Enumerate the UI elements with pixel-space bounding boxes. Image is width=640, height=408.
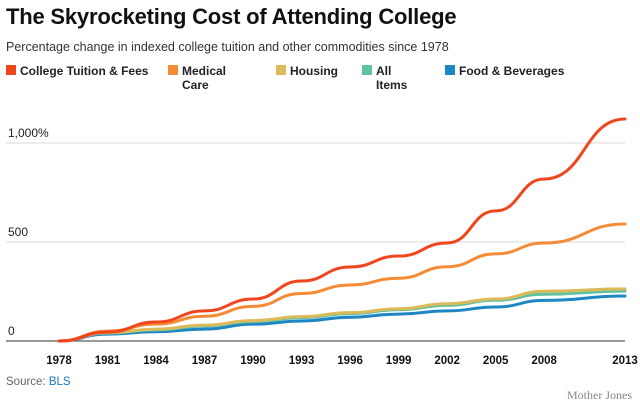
x-tick-label: 1996 xyxy=(337,355,363,367)
legend-label: Housing xyxy=(290,64,338,78)
series-line-medical-care xyxy=(57,222,627,343)
y-tick-label: 500 xyxy=(8,225,28,239)
series-lines xyxy=(57,117,627,343)
legend-swatch xyxy=(362,65,372,75)
source-note: Source: BLS xyxy=(6,376,71,388)
chart-title: The Skyrocketing Cost of Attending Colle… xyxy=(6,4,457,29)
legend-label: Food & Beverages xyxy=(459,64,565,78)
gridlines xyxy=(6,142,625,342)
legend: College Tuition & Fees Medical Care Hous… xyxy=(0,64,640,94)
x-tick-label: 2013 xyxy=(612,355,638,367)
x-tick-label: 2002 xyxy=(434,355,460,367)
x-tick-label: 1987 xyxy=(192,355,218,367)
legend-swatch xyxy=(6,65,16,75)
y-axis-labels: 0 500 1,000% xyxy=(8,126,49,338)
publisher-credit: Mother Jones xyxy=(567,388,632,402)
legend-swatch xyxy=(168,65,178,75)
x-tick-label: 1978 xyxy=(46,355,72,367)
y-tick-label: 1,000% xyxy=(8,126,49,140)
x-axis-labels: 1978 1981 1984 1987 1990 1993 1996 1999 2002 2005… xyxy=(46,355,638,367)
series-line-food-beverages xyxy=(57,294,627,343)
x-tick-label: 1984 xyxy=(143,355,169,367)
legend-label: College Tuition & Fees xyxy=(20,64,149,78)
source-link[interactable]: BLS xyxy=(48,376,71,388)
chart-subtitle: Percentage change in indexed college tui… xyxy=(6,40,449,54)
legend-swatch xyxy=(276,65,286,75)
series-line-college-tuition-fees xyxy=(57,117,627,343)
series-line-housing xyxy=(57,287,627,343)
x-tick-label: 1999 xyxy=(386,355,412,367)
x-tick-label: 2008 xyxy=(531,355,557,367)
legend-swatch xyxy=(445,65,455,75)
legend-label: Medical Care xyxy=(182,64,227,92)
source-prefix: Source: xyxy=(6,376,49,388)
y-tick-label: 0 xyxy=(8,324,15,338)
x-tick-label: 1990 xyxy=(240,355,266,367)
legend-label: All Items xyxy=(376,64,408,92)
x-tick-label: 1993 xyxy=(289,355,315,367)
x-tick-label: 2005 xyxy=(483,355,509,367)
x-tick-label: 1981 xyxy=(95,355,121,367)
